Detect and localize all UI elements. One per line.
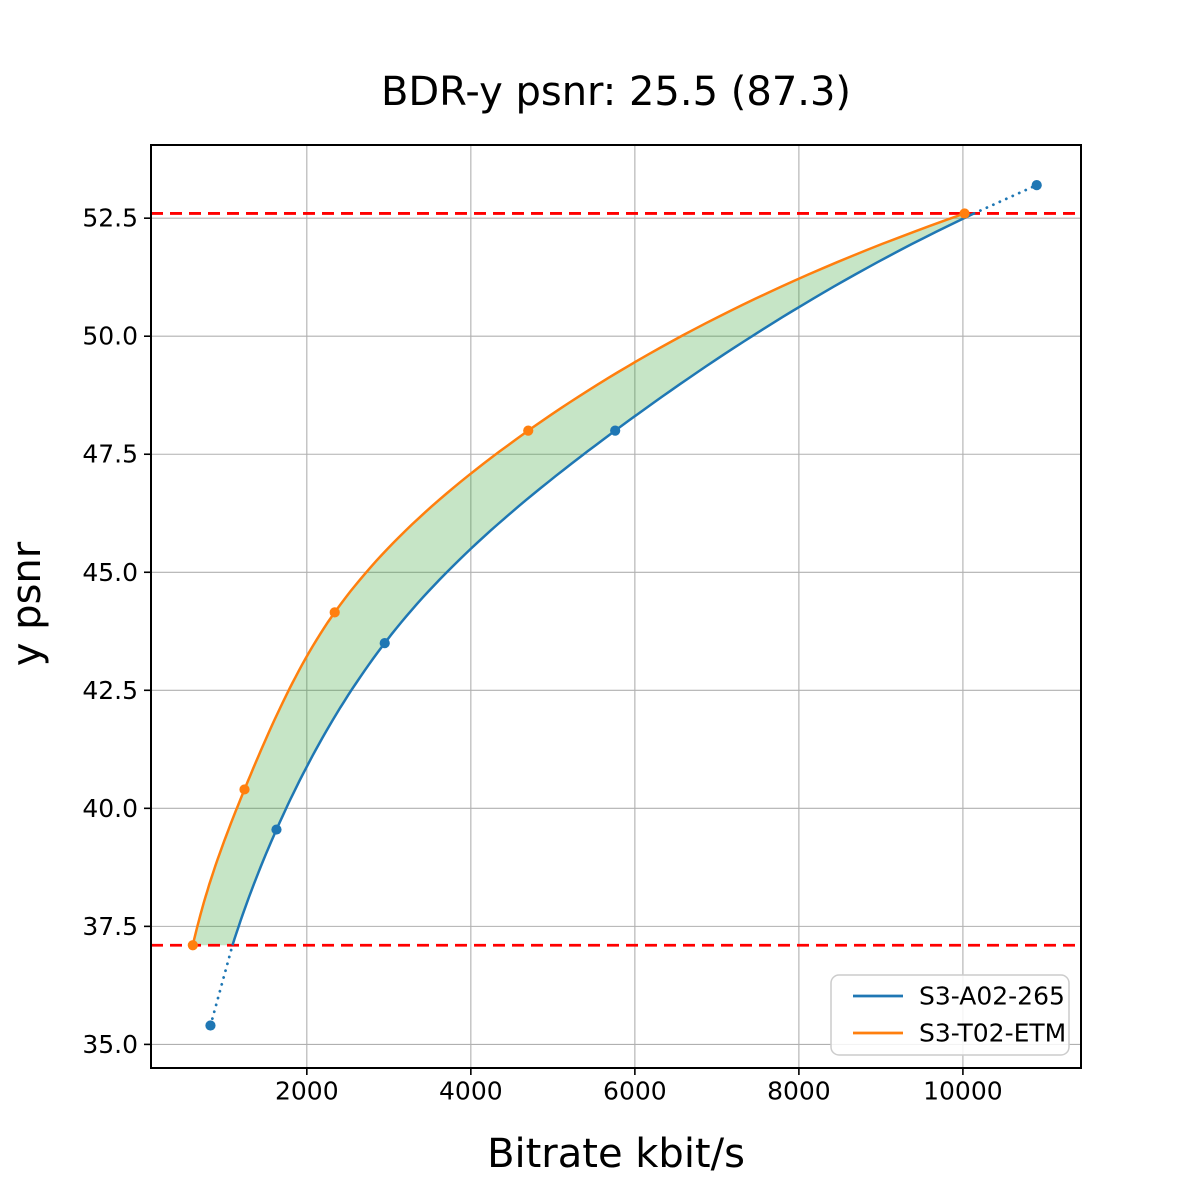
- legend-entry-label: S3-T02-ETM: [919, 1019, 1066, 1048]
- y-tick-label: 52.5: [82, 204, 138, 233]
- y-axis-label: y psnr: [4, 541, 50, 667]
- x-axis-label: Bitrate kbit/s: [487, 1131, 745, 1177]
- series-curve-S3-T02-ETM: [191, 212, 965, 946]
- x-tick-label: 8000: [767, 1076, 831, 1105]
- series-curve-S3-A02-265: [231, 212, 975, 946]
- y-tick-label: 40.0: [82, 794, 138, 823]
- data-point-marker: [205, 1020, 216, 1031]
- data-point-marker: [610, 425, 621, 436]
- y-tick-label: 35.0: [82, 1030, 138, 1059]
- y-tick-label: 42.5: [82, 676, 138, 705]
- y-tick-label: 47.5: [82, 440, 138, 469]
- axes-frame: [150, 144, 1082, 1069]
- series-curve-extrapolated-high: [972, 183, 1039, 215]
- x-tick-label: 10000: [923, 1076, 1003, 1105]
- data-point-marker: [239, 784, 250, 795]
- data-point-marker: [271, 824, 282, 835]
- legend-entry-label: S3-A02-265: [919, 982, 1065, 1011]
- data-point-marker: [379, 637, 390, 649]
- x-tick-label: 2000: [275, 1076, 339, 1105]
- data-point-marker: [1031, 180, 1042, 191]
- data-point-marker: [523, 425, 534, 436]
- y-tick-label: 37.5: [82, 912, 138, 941]
- data-point-marker: [959, 208, 970, 219]
- bd-area-fill: [192, 213, 974, 946]
- data-point-marker: [187, 940, 198, 951]
- x-tick-label: 4000: [439, 1076, 503, 1105]
- chart-title: BDR-y psnr: 25.5 (87.3): [380, 69, 852, 115]
- x-tick-label: 6000: [603, 1076, 667, 1105]
- y-tick-label: 50.0: [82, 322, 138, 351]
- y-tick-label: 45.0: [82, 558, 138, 587]
- series-curve-extrapolated-low: [209, 943, 234, 1027]
- data-point-marker: [329, 607, 340, 618]
